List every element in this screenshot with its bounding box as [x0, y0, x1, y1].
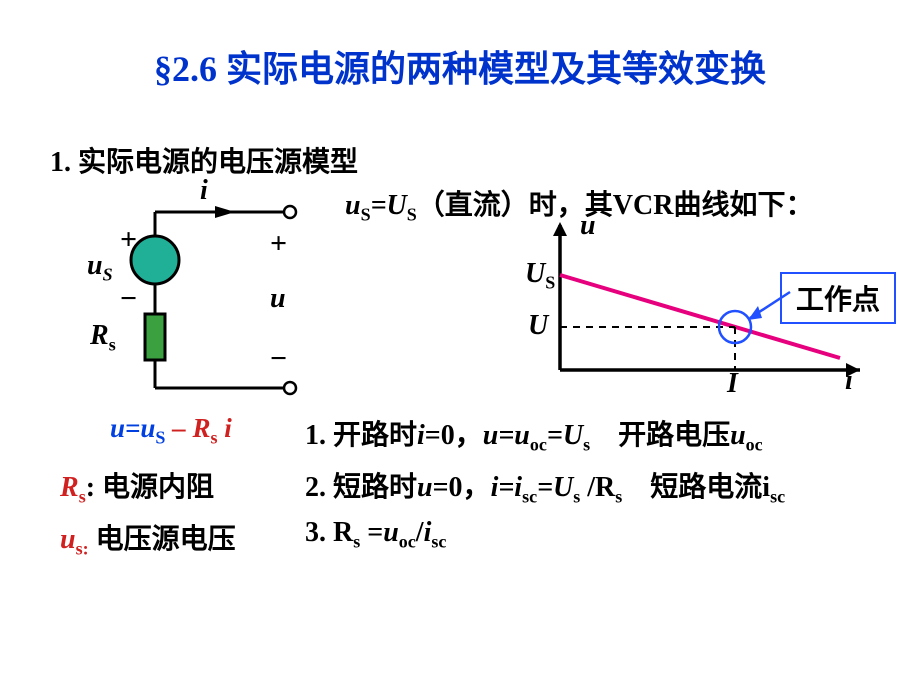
working-point-label: 工作点: [780, 272, 896, 324]
vcr-U: =U: [371, 190, 407, 221]
circuit-equation: u=uS – Rs i: [110, 413, 232, 448]
out-minus: −: [270, 342, 287, 376]
line-1: 1. 开路时i=0，u=uoc=Us 开路电压uoc: [305, 413, 763, 456]
vcr-tail: （直流）时，其VCR曲线如下：: [417, 190, 814, 221]
graph-Us: US: [525, 258, 555, 294]
section-heading: 1. 实际电源的电压源模型: [50, 140, 358, 180]
line-2: 2. 短路时u=0，i=isc=Us /Rs 短路电流isc: [305, 465, 785, 508]
legend-rs: Rs: 电源内阻: [60, 465, 214, 508]
graph-U: U: [528, 310, 548, 342]
axis-x-label: i: [845, 365, 853, 397]
label-us: uS: [87, 250, 113, 286]
axis-y-label: u: [580, 210, 596, 242]
vcr-sub-s2: S: [407, 205, 417, 225]
graph-I: I: [727, 368, 738, 400]
vcr-sub-s1: S: [361, 205, 371, 225]
label-i: i: [200, 175, 208, 207]
legend-us: us: 电压源电压: [60, 517, 236, 560]
line-3: 3. Rs =uoc/isc: [305, 517, 446, 553]
label-u: u: [270, 283, 286, 315]
vcr-u: u: [345, 190, 361, 221]
out-plus: +: [270, 227, 287, 261]
slide-title: §2.6 实际电源的两种模型及其等效变换: [0, 40, 920, 92]
label-rs: Rs: [90, 320, 116, 356]
src-plus: +: [120, 223, 137, 257]
src-minus: −: [120, 282, 137, 316]
